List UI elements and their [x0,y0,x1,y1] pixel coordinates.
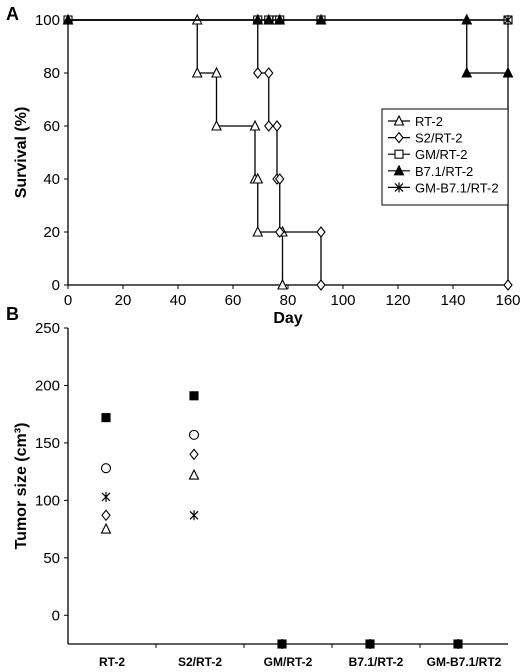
y-tick-label: 50 [43,550,60,567]
data-point-gm-b7-1-rt2 [453,639,463,649]
category-label-gm-b7-1-rt2: GM-B7.1/RT2 [427,655,502,669]
point-rt-2 [249,119,261,131]
data-point-b7-1-rt-2 [365,639,375,649]
tumor-size-chart: 0 50 100 150 200 250 RT-2 S2/RT-2 GM/RT-2 B7.1/RT… [13,320,508,669]
y-tick-label: 250 [35,320,60,337]
point-rt-2 [277,278,288,290]
y-tick-label: 40 [43,171,60,188]
x-tick-label: 140 [440,292,465,309]
category-label-s2-rt-2: S2/RT-2 [178,655,222,669]
legend-marker-gm-b7-1-rt-2 [394,182,404,193]
x-tick-label: 100 [330,292,355,309]
legend-marker-rt-2 [393,114,405,126]
series-line-b7-1-rt-2 [68,19,508,74]
legend-label-b7-1-rt-2: B7.1/RT-2 [415,164,473,179]
data-point-s2-rt-2 [189,510,199,521]
series-line-rt-2 [68,19,284,285]
y-axis-title: Survival (%) [13,107,30,199]
point-s2-rt-2 [316,226,326,238]
legend-label-rt-2: RT-2 [415,114,443,129]
x-tick-label: 160 [495,292,520,309]
point-s2-rt-2 [275,226,285,238]
point-rt-2 [191,66,203,78]
y-tick-label: 80 [43,65,60,82]
data-point-s2-rt-2 [188,468,200,480]
point-s2-rt-2 [275,173,285,185]
y-axis-title: Tumor size (cm³) [13,423,30,550]
category-label-gm-rt-2: GM/RT-2 [264,655,313,669]
y-tick-label: 150 [35,435,60,452]
data-point-gm-rt-2 [277,639,287,649]
point-rt-2 [211,119,222,131]
category-label-rt-2: RT-2 [99,655,125,669]
point-s2-rt-2 [272,120,282,132]
point-rt-2 [211,66,222,78]
data-point-s2-rt-2 [188,429,200,440]
y-tick-label: 0 [52,277,60,294]
y-tick-label: 60 [43,118,60,135]
point-s2-rt-2 [253,67,263,79]
point-rt-2 [252,225,264,237]
legend-marker-b7-1-rt-2 [393,164,405,176]
point-b7-1-rt-2 [461,66,473,78]
point-s2-rt-2 [503,279,513,291]
point-b7-1-rt-2 [502,66,514,78]
y-tick-label: 100 [35,12,60,29]
legend-marker-s2-rt-2 [394,131,404,144]
point-rt-2 [252,172,264,184]
x-tick-label: 40 [170,292,187,309]
x-axis-title: Day [273,310,302,327]
point-s2-rt-2 [264,67,274,79]
data-point-rt-2 [101,413,111,423]
legend-label-s2-rt-2: S2/RT-2 [415,131,462,146]
panel-letter-b: B [6,304,19,324]
legend-label-gm-rt-2: GM/RT-2 [415,147,468,162]
x-tick-label: 120 [385,292,410,309]
data-point-rt-2 [101,509,111,522]
data-point-rt-2 [100,463,112,474]
point-s2-rt-2 [316,279,326,291]
y-tick-label: 0 [52,607,60,624]
legend-label-gm-b7-1-rt-2: GM-B7.1/RT-2 [415,180,499,195]
data-point-rt-2 [100,522,112,534]
category-label-b7-1-rt-2: B7.1/RT-2 [349,655,404,669]
data-point-rt-2 [101,491,111,502]
survival-chart: 0 20 40 60 80 100 120 140 160 0 20 40 60 80 100 Day Surv… [13,12,520,327]
x-tick-label: 80 [280,292,297,309]
data-point-s2-rt-2 [189,391,199,401]
y-tick-label: 20 [43,224,60,241]
x-tick-label: 20 [115,292,132,309]
y-tick-label: 200 [35,377,60,394]
data-point-s2-rt-2 [189,448,199,461]
point-gm-b7-1-rt-2 [503,15,513,25]
x-tick-label: 60 [225,292,242,309]
x-tick-label: 0 [64,292,72,309]
point-s2-rt-2 [264,120,274,132]
legend-marker-gm-rt-2 [394,149,404,159]
panel-letter-a: A [6,4,19,24]
y-tick-label: 100 [35,492,60,509]
